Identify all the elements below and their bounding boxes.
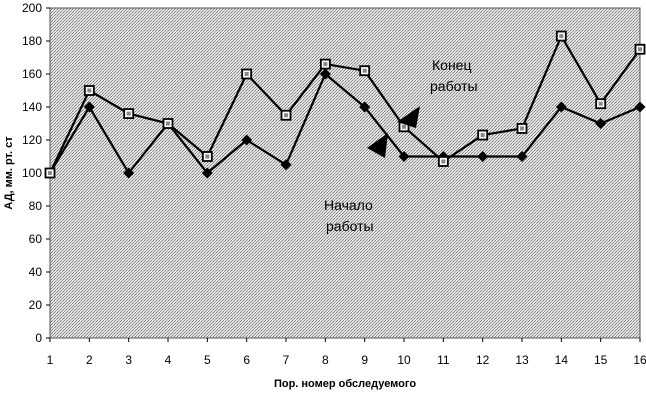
annotation-start-line2: работы <box>326 218 374 234</box>
y-tick-label: 100 <box>22 166 42 180</box>
data-point-diamond <box>595 118 607 129</box>
data-point-diamond <box>359 101 371 113</box>
x-tick-label: 6 <box>243 353 250 367</box>
x-tick-label: 8 <box>322 353 329 367</box>
annotation-end-line2: работы <box>430 78 478 94</box>
x-tick-label: 9 <box>361 353 368 367</box>
data-point-square-inner <box>598 101 603 106</box>
x-tick-label: 5 <box>204 353 211 367</box>
data-point-square-inner <box>638 47 642 52</box>
x-axis: 1 2 3 4 5 6 7 8 9 10 11 12 13 14 15 16 <box>47 338 646 367</box>
data-point-diamond <box>516 151 528 162</box>
data-point-diamond <box>555 101 567 113</box>
y-axis: 0 20 40 60 80 100 120 140 160 180 200 <box>22 1 50 345</box>
data-point-diamond <box>477 151 489 162</box>
x-tick-label: 13 <box>515 353 529 367</box>
data-point-diamond <box>83 101 95 113</box>
y-tick-label: 160 <box>22 67 42 81</box>
data-point-diamond <box>398 151 410 162</box>
data-point-square-inner <box>126 111 131 116</box>
y-tick-label: 180 <box>22 34 42 48</box>
series-line-1 <box>49 72 641 175</box>
data-point-square-inner <box>87 88 92 93</box>
x-tick-label: 3 <box>125 353 132 367</box>
x-tick-label: 14 <box>555 353 569 367</box>
data-point-diamond <box>123 167 135 179</box>
x-tick-label: 2 <box>86 353 93 367</box>
annotation-end-arrow-icon <box>397 106 420 128</box>
annotation-end: Конец работы <box>397 57 478 128</box>
y-tick-label: 0 <box>35 331 42 345</box>
data-point-square-inner <box>559 34 564 39</box>
annotation-start-line1: Начало <box>324 197 373 213</box>
data-point-diamond <box>201 167 213 179</box>
y-tick-label: 120 <box>22 133 42 147</box>
data-point-square-inner <box>166 121 170 126</box>
data-point-diamond <box>280 159 292 171</box>
y-tick-label: 40 <box>29 265 43 279</box>
x-tick-label: 12 <box>476 353 490 367</box>
x-tick-label: 10 <box>397 353 411 367</box>
data-point-square-inner <box>284 113 288 118</box>
y-tick-label: 60 <box>29 232 43 246</box>
x-tick-label: 11 <box>437 353 450 367</box>
data-point-diamond <box>241 134 253 146</box>
data-point-square-inner <box>323 62 328 67</box>
annotation-start: Начало работы <box>324 133 388 234</box>
series-layer <box>44 30 646 179</box>
annotation-end-line1: Конец <box>432 57 471 73</box>
x-tick-label: 7 <box>283 353 290 367</box>
data-point-diamond <box>634 101 646 113</box>
x-tick-label: 1 <box>47 353 54 367</box>
data-point-square-inner <box>48 171 52 175</box>
x-axis-title: Пор. номер обследуемого <box>274 378 416 390</box>
y-axis-title: АД, мм. рт. ст <box>3 136 15 210</box>
x-tick-label: 15 <box>594 353 608 367</box>
data-point-square-inner <box>520 126 524 131</box>
data-point-square-inner <box>480 133 485 138</box>
annotation-start-arrow-icon <box>367 133 388 158</box>
plot-area <box>49 7 641 339</box>
x-tick-label: 16 <box>633 353 646 367</box>
series-line-2 <box>49 33 641 174</box>
y-tick-label: 20 <box>29 298 43 312</box>
data-point-diamond <box>319 68 331 80</box>
x-tick-label: 4 <box>165 353 172 367</box>
y-tick-label: 200 <box>22 1 42 15</box>
data-point-square-inner <box>244 72 249 76</box>
data-point-square-inner <box>441 159 446 164</box>
y-tick-label: 140 <box>22 100 42 114</box>
data-point-square-inner <box>205 154 210 159</box>
data-point-square-inner <box>402 124 406 129</box>
y-tick-label: 80 <box>29 199 43 213</box>
data-point-square-inner <box>362 68 367 73</box>
